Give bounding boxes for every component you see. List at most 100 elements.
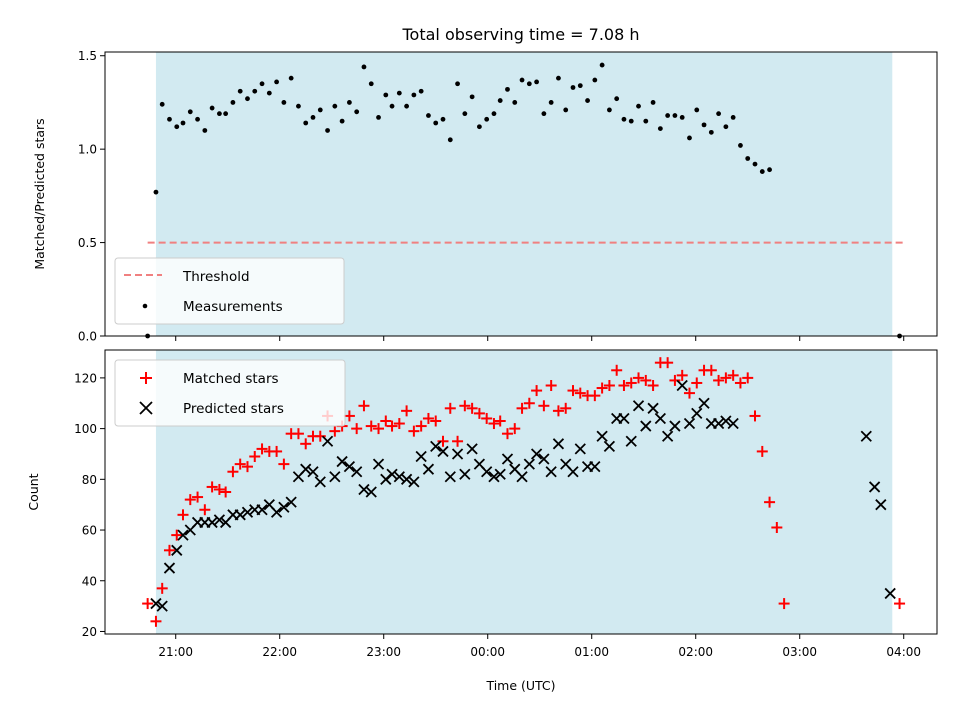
- measurement-point: [621, 116, 627, 122]
- predicted-star-point: [343, 461, 356, 473]
- matched-star-point: [727, 369, 739, 381]
- matched-star-point: [351, 423, 363, 435]
- predicted-star-point: [307, 466, 319, 478]
- matched-star-point: [764, 496, 776, 508]
- predicted-star-point: [712, 417, 725, 430]
- matched-star-point: [705, 364, 717, 376]
- predicted-star-point: [256, 504, 268, 516]
- predicted-star-point: [647, 402, 659, 414]
- measurement-point: [447, 137, 453, 143]
- measurement-point: [607, 107, 612, 113]
- matched-star-point: [481, 412, 493, 424]
- bottom-y-axis-label: Count: [26, 473, 41, 510]
- matched-star-point: [278, 458, 290, 470]
- predicted-star-point: [603, 440, 616, 452]
- predicted-star-point: [698, 397, 710, 409]
- measurement-point: [738, 143, 743, 148]
- matched-star-point: [380, 415, 392, 427]
- predicted-star-point: [501, 453, 514, 465]
- matched-star-point: [393, 418, 405, 430]
- measurement-point: [570, 85, 576, 90]
- measurement-point: [767, 167, 772, 173]
- predicted-star-point: [372, 458, 385, 470]
- legend-predicted-label: Predicted stars: [183, 401, 284, 417]
- x-tick-label: 03:00: [782, 645, 817, 659]
- top-axis-ticks: 0.0 0.5 1.0 1.5: [78, 49, 905, 344]
- measurement-point: [153, 189, 159, 195]
- measurement-point: [730, 114, 736, 120]
- measurement-point: [187, 109, 193, 115]
- matched-star-point: [437, 435, 449, 447]
- matched-star-point: [756, 445, 768, 457]
- predicted-star-point: [654, 412, 666, 425]
- matched-star-point: [771, 522, 783, 533]
- measurement-point: [217, 111, 222, 117]
- y-tick-label: 1.0: [78, 143, 97, 157]
- predicted-star-point: [552, 438, 565, 450]
- matched-star-point: [734, 377, 746, 389]
- matched-star-point: [545, 380, 557, 391]
- bottom-axis-ticks: 20 40 60 80 100 120 21:00 22:00 23:00 00:00 01:00 0…: [74, 371, 921, 659]
- predicted-star-point: [530, 448, 543, 460]
- x-tick-label: 02:00: [678, 645, 713, 659]
- matched-star-point: [618, 380, 630, 391]
- measurement-point: [687, 135, 692, 141]
- measurement-point: [643, 118, 649, 124]
- matched-star-point: [184, 494, 196, 506]
- matched-star-point: [452, 435, 464, 447]
- predicted-star-point: [300, 463, 312, 475]
- top-y-axis-label: Matched/Predicted stars: [32, 118, 47, 269]
- predicted-star-point: [177, 529, 189, 541]
- matched-star-point: [669, 374, 681, 386]
- matched-star-point: [206, 481, 218, 493]
- matched-star-point: [742, 372, 754, 384]
- matched-star-point: [256, 443, 268, 455]
- measurement-point: [259, 81, 265, 87]
- matched-star-point: [401, 405, 413, 417]
- matched-star-point: [473, 407, 485, 419]
- measurement-point: [505, 86, 510, 92]
- measurement-point: [599, 62, 605, 68]
- matched-star-point: [300, 438, 312, 450]
- measurement-point: [477, 124, 482, 130]
- predicted-star-point: [415, 450, 427, 463]
- measurement-point: [665, 113, 671, 118]
- bottom-legend-box: [114, 359, 346, 427]
- predicted-star-point: [365, 486, 377, 498]
- top-legend: Threshold Measurements: [114, 257, 345, 325]
- matched-star-point: [177, 509, 189, 521]
- y-tick-label: 1.5: [78, 49, 97, 63]
- legend-matched-label: Matched stars: [183, 371, 279, 387]
- matched-star-point: [531, 385, 543, 397]
- matched-star-point: [676, 369, 688, 381]
- measurement-point: [418, 88, 424, 94]
- predicted-star-point: [150, 597, 162, 610]
- measurement-point: [296, 103, 301, 109]
- matched-star-point: [271, 445, 283, 457]
- measurement-point: [266, 90, 272, 96]
- predicted-star-point: [596, 430, 608, 442]
- measurement-point: [167, 116, 172, 122]
- predicted-star-point: [400, 473, 413, 485]
- predicted-star-point: [488, 471, 500, 483]
- matched-star-point: [589, 390, 601, 402]
- matched-star-point: [683, 387, 695, 399]
- measurement-point: [657, 126, 663, 132]
- measurement-point: [332, 103, 338, 109]
- measurement-point: [679, 114, 685, 120]
- matched-star-point: [603, 380, 615, 391]
- matched-star-point: [292, 428, 304, 440]
- matched-star-point: [365, 420, 377, 432]
- count-points: [142, 357, 906, 627]
- matched-star-point: [720, 372, 732, 384]
- legend-measurements-swatch: [142, 303, 148, 309]
- measurement-point: [548, 100, 554, 105]
- matched-star-point: [538, 400, 550, 412]
- predicted-star-point: [640, 420, 652, 432]
- measurement-point: [614, 96, 620, 102]
- predicted-star-point: [171, 544, 183, 556]
- matched-star-point: [633, 372, 645, 384]
- matched-star-point: [220, 486, 232, 498]
- y-tick-label: 40: [82, 574, 97, 588]
